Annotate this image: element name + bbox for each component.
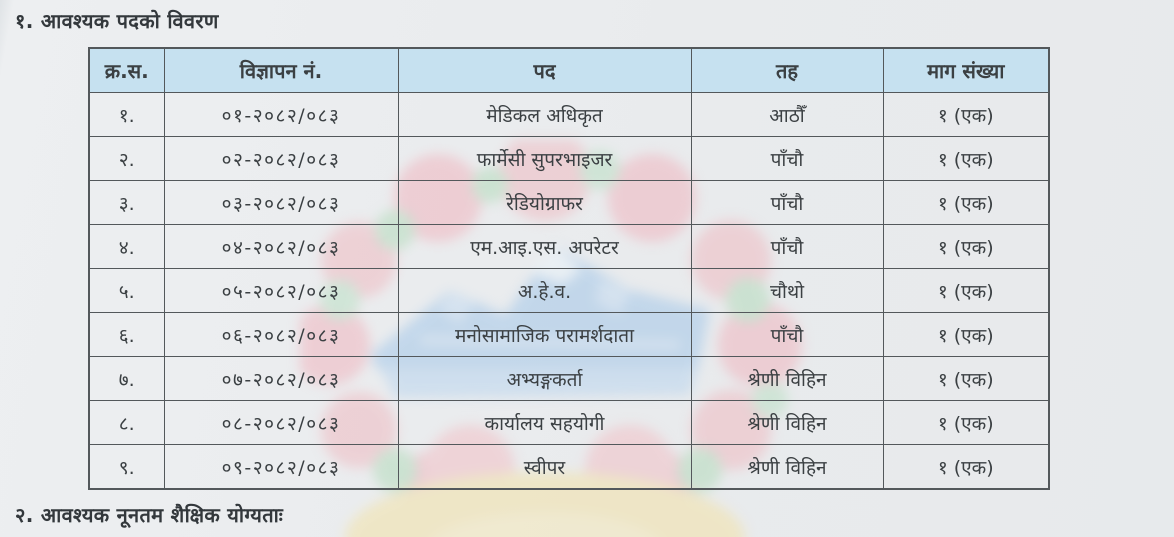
table-cell: पाँचौ — [690, 224, 884, 269]
table-cell: १ (एक) — [882, 356, 1050, 401]
section-heading-2: २. आवश्यक नूनतम शैक्षिक योग्यताः — [15, 503, 284, 527]
table-cell: पाँचौ — [690, 312, 884, 357]
table-cell: १ (एक) — [882, 224, 1050, 269]
table-row: ८. ०८-२०८२/०८३ कार्यालय सहयोगी श्रेणी विहिन… — [88, 400, 1050, 445]
table-cell: कार्यालय सहयोगी — [397, 400, 692, 445]
table-cell: ०२-२०८२/०८३ — [163, 136, 399, 181]
table-cell: मनोसामाजिक परामर्शदाता — [397, 312, 692, 357]
table-cell: ०३-२०८२/०८३ — [163, 180, 399, 225]
table-cell: १ (एक) — [882, 92, 1050, 137]
table-cell: ४. — [88, 224, 165, 269]
table-row: २. ०२-२०८२/०८३ फार्मेसी सुपरभाइजर पाँचौ १ (ए… — [88, 136, 1050, 181]
required-positions-table: क्र.स. विज्ञापन नं. पद तह माग संख्या १. ०१-२०… — [88, 47, 1050, 490]
table-cell: पाँचौ — [690, 136, 884, 181]
table-cell: ७. — [88, 356, 165, 401]
table-cell: ०५-२०८२/०८३ — [163, 268, 399, 313]
table-cell: १ (एक) — [882, 180, 1050, 225]
table-cell: १ (एक) — [882, 444, 1050, 490]
table-cell: अभ्यङ्गकर्ता — [397, 356, 692, 401]
table-cell: चौथो — [690, 268, 884, 313]
table-cell: श्रेणी विहिन — [690, 400, 884, 445]
table-cell: रेडियोग्राफर — [397, 180, 692, 225]
column-header: क्र.स. — [88, 47, 165, 93]
table-cell: स्वीपर — [397, 444, 692, 490]
table-cell: ९. — [88, 444, 165, 490]
table-cell: ०४-२०८२/०८३ — [163, 224, 399, 269]
table-cell: श्रेणी विहिन — [690, 444, 884, 490]
table-row: ९. ०९-२०८२/०८३ स्वीपर श्रेणी विहिन १ (एक) — [88, 444, 1050, 490]
table-cell: ०१-२०८२/०८३ — [163, 92, 399, 137]
table-cell: फार्मेसी सुपरभाइजर — [397, 136, 692, 181]
column-header: माग संख्या — [882, 47, 1050, 93]
table-cell: ०७-२०८२/०८३ — [163, 356, 399, 401]
section-heading-1: १. आवश्यक पदको विवरण — [15, 9, 219, 33]
table-cell: २. — [88, 136, 165, 181]
table-cell: १. — [88, 92, 165, 137]
table-cell: ६. — [88, 312, 165, 357]
table-row: ५. ०५-२०८२/०८३ अ.हे.व. चौथो १ (एक) — [88, 268, 1050, 313]
table-cell: पाँचौ — [690, 180, 884, 225]
table-cell: ५. — [88, 268, 165, 313]
table-cell: आठौँ — [690, 92, 884, 137]
table-cell: ०८-२०८२/०८३ — [163, 400, 399, 445]
table-cell: एम.आइ.एस. अपरेटर — [397, 224, 692, 269]
column-header: पद — [397, 47, 692, 93]
table-cell: १ (एक) — [882, 136, 1050, 181]
table-cell: १ (एक) — [882, 268, 1050, 313]
table-cell: श्रेणी विहिन — [690, 356, 884, 401]
table-cell: १ (एक) — [882, 312, 1050, 357]
table-row: ६. ०६-२०८२/०८३ मनोसामाजिक परामर्शदाता पाँचौ… — [88, 312, 1050, 357]
table-header-row: क्र.स. विज्ञापन नं. पद तह माग संख्या — [88, 47, 1050, 93]
table-cell: ०९-२०८२/०८३ — [163, 444, 399, 490]
table-row: १. ०१-२०८२/०८३ मेडिकल अधिकृत आठौँ १ (एक) — [88, 92, 1050, 137]
table-row: ७. ०७-२०८२/०८३ अभ्यङ्गकर्ता श्रेणी विहिन १ (… — [88, 356, 1050, 401]
table-cell: मेडिकल अधिकृत — [397, 92, 692, 137]
table-cell: अ.हे.व. — [397, 268, 692, 313]
column-header: तह — [690, 47, 884, 93]
table-row: ४. ०४-२०८२/०८३ एम.आइ.एस. अपरेटर पाँचौ १ (एक) — [88, 224, 1050, 269]
table-cell: १ (एक) — [882, 400, 1050, 445]
column-header: विज्ञापन नं. — [163, 47, 399, 93]
table-cell: ०६-२०८२/०८३ — [163, 312, 399, 357]
table-row: ३. ०३-२०८२/०८३ रेडियोग्राफर पाँचौ १ (एक) — [88, 180, 1050, 225]
table-cell: ८. — [88, 400, 165, 445]
table-cell: ३. — [88, 180, 165, 225]
